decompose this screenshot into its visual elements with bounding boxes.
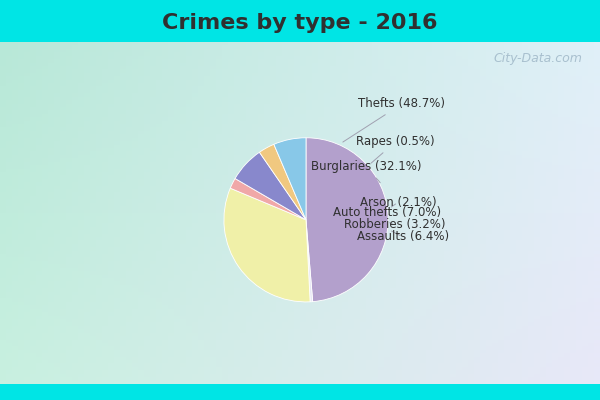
Text: Thefts (48.7%): Thefts (48.7%): [343, 98, 445, 142]
Wedge shape: [224, 188, 310, 302]
Text: Arson (2.1%): Arson (2.1%): [359, 196, 436, 209]
Text: Rapes (0.5%): Rapes (0.5%): [356, 135, 435, 163]
Text: Crimes by type - 2016: Crimes by type - 2016: [162, 13, 438, 33]
Wedge shape: [306, 138, 388, 302]
Wedge shape: [274, 138, 306, 220]
Text: Burglaries (32.1%): Burglaries (32.1%): [311, 160, 422, 183]
Text: Assaults (6.4%): Assaults (6.4%): [356, 230, 449, 243]
Text: Robberies (3.2%): Robberies (3.2%): [344, 218, 445, 231]
Wedge shape: [306, 220, 313, 302]
Text: City-Data.com: City-Data.com: [493, 52, 582, 65]
Text: Auto thefts (7.0%): Auto thefts (7.0%): [333, 206, 441, 219]
Wedge shape: [230, 178, 306, 220]
Wedge shape: [235, 152, 306, 220]
Wedge shape: [259, 144, 306, 220]
